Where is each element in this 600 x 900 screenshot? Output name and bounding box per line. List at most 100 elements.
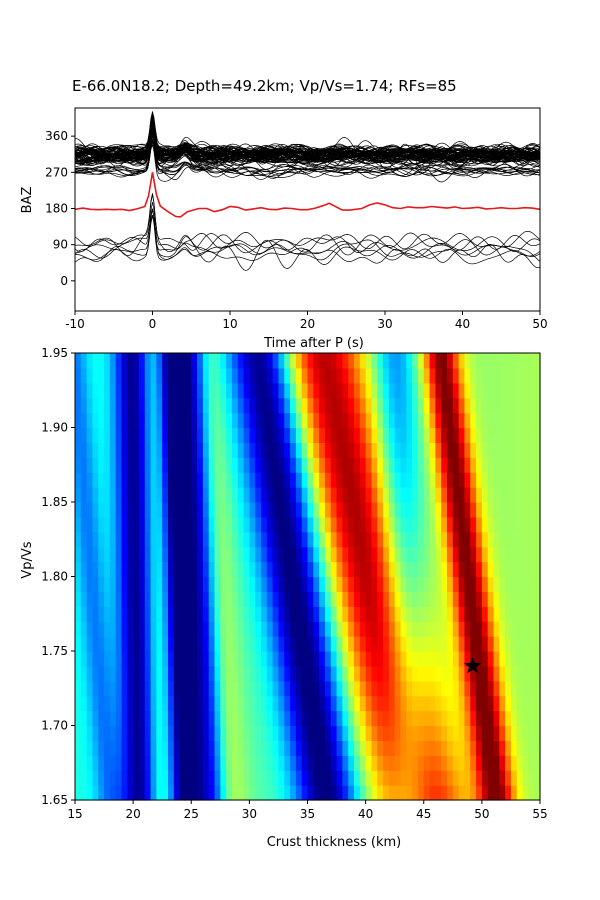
heatmap-cell bbox=[115, 516, 123, 533]
heatmap-cell bbox=[365, 591, 373, 607]
heatmap-cell bbox=[75, 427, 82, 443]
heatmap-cell bbox=[301, 427, 309, 443]
heatmap-cell bbox=[266, 427, 274, 443]
heatmap-cell bbox=[354, 651, 361, 667]
heatmap-cell bbox=[290, 621, 297, 637]
heatmap-cell bbox=[290, 442, 297, 458]
heatmap-cell bbox=[481, 516, 489, 533]
heatmap-cell bbox=[214, 546, 221, 563]
heatmap-cell bbox=[534, 636, 541, 652]
heatmap-cell bbox=[266, 591, 274, 607]
heatmap-cell bbox=[377, 725, 384, 741]
heatmap-cell bbox=[348, 591, 355, 607]
heatmap-cell bbox=[464, 412, 471, 429]
heatmap-cell bbox=[168, 382, 175, 399]
heatmap-cell bbox=[336, 591, 343, 607]
heatmap-cell bbox=[458, 397, 466, 414]
heatmap-cell bbox=[272, 561, 280, 578]
heatmap-cell bbox=[168, 502, 175, 518]
heatmap-cell bbox=[417, 472, 425, 488]
heatmap-cell bbox=[202, 382, 210, 399]
heatmap-cell bbox=[371, 651, 378, 667]
heatmap-cell bbox=[185, 665, 192, 682]
heatmap-cell bbox=[447, 353, 454, 369]
heatmap-cell bbox=[144, 442, 152, 458]
heatmap-cell bbox=[417, 770, 425, 786]
heatmap-cell bbox=[365, 665, 373, 682]
heatmap-cell bbox=[342, 457, 349, 473]
heatmap-cell bbox=[487, 397, 495, 414]
heatmap-cell bbox=[86, 397, 94, 414]
heatmap-cell bbox=[237, 412, 245, 429]
heatmap-cell bbox=[272, 382, 280, 399]
heatmap-cell bbox=[313, 695, 320, 712]
heatmap-cell bbox=[144, 427, 152, 443]
heatmap-cell bbox=[173, 427, 181, 443]
heatmap-cell bbox=[98, 695, 105, 712]
heatmap-cell bbox=[214, 636, 221, 652]
heatmap-cell bbox=[179, 725, 187, 741]
heatmap-cell bbox=[127, 502, 134, 518]
heatmap-cell bbox=[423, 427, 431, 443]
heatmap-cell bbox=[202, 367, 210, 384]
heatmap-cell bbox=[231, 472, 239, 488]
heatmap-cell bbox=[388, 591, 396, 607]
heatmap-cell bbox=[406, 412, 413, 429]
heatmap-cell bbox=[121, 680, 128, 697]
heatmap-cell bbox=[168, 427, 175, 443]
heatmap-cell bbox=[516, 531, 524, 548]
heatmap-cell bbox=[534, 651, 541, 667]
heatmap-cell bbox=[359, 770, 367, 786]
heatmap-cell bbox=[231, 367, 239, 384]
heatmap-cell bbox=[476, 725, 483, 741]
heatmap-cell bbox=[162, 740, 169, 756]
heatmap-cell bbox=[150, 665, 157, 682]
heatmap-cell bbox=[98, 576, 105, 592]
heatmap-cell bbox=[510, 755, 518, 771]
heatmap-cell bbox=[470, 606, 477, 622]
heatmap-cell bbox=[301, 651, 309, 667]
heatmap-cell bbox=[75, 561, 82, 578]
heatmap-cell bbox=[290, 412, 297, 429]
heatmap-cell bbox=[255, 457, 262, 473]
heatmap-cell bbox=[481, 606, 489, 622]
heatmap-cell bbox=[510, 606, 518, 622]
heatmap-cell bbox=[348, 576, 355, 592]
heatmap-cell bbox=[481, 695, 489, 712]
heatmap-cell bbox=[214, 487, 221, 503]
heatmap-cell bbox=[330, 427, 338, 443]
heatmap-cell bbox=[400, 651, 407, 667]
heatmap-cell bbox=[464, 472, 471, 488]
heatmap-cell bbox=[231, 740, 239, 756]
heatmap-cell bbox=[220, 442, 227, 458]
heatmap-cell bbox=[336, 427, 343, 443]
heatmap-cell bbox=[516, 651, 524, 667]
heatmap-cell bbox=[324, 412, 332, 429]
heatmap-cell bbox=[237, 636, 245, 652]
heatmap-cell bbox=[98, 636, 105, 652]
heatmap-cell bbox=[377, 367, 384, 384]
heatmap-cell bbox=[185, 576, 192, 592]
heatmap-cell bbox=[185, 353, 192, 369]
heatmap-cell bbox=[80, 740, 88, 756]
heatmap-cell bbox=[202, 516, 210, 533]
heatmap-cell bbox=[185, 487, 192, 503]
heatmap-cell bbox=[202, 591, 210, 607]
heatmap-cell bbox=[278, 606, 285, 622]
heatmap-cell bbox=[458, 621, 466, 637]
heatmap-cell bbox=[197, 502, 204, 518]
heatmap-cell bbox=[144, 725, 152, 741]
heatmap-cell bbox=[220, 367, 227, 384]
heatmap-cell bbox=[249, 531, 256, 548]
heatmap-cell bbox=[150, 546, 157, 563]
heatmap-cell bbox=[138, 412, 146, 429]
heatmap-cell bbox=[307, 457, 314, 473]
heatmap-cell bbox=[400, 770, 407, 786]
heatmap-cell bbox=[133, 636, 140, 652]
heatmap-cell bbox=[417, 755, 425, 771]
rf-trace-67 bbox=[75, 126, 540, 160]
heatmap-cell bbox=[435, 770, 442, 786]
heatmap-cell bbox=[435, 457, 442, 473]
heatmap-cell bbox=[452, 621, 460, 637]
heatmap-cell bbox=[295, 353, 303, 369]
